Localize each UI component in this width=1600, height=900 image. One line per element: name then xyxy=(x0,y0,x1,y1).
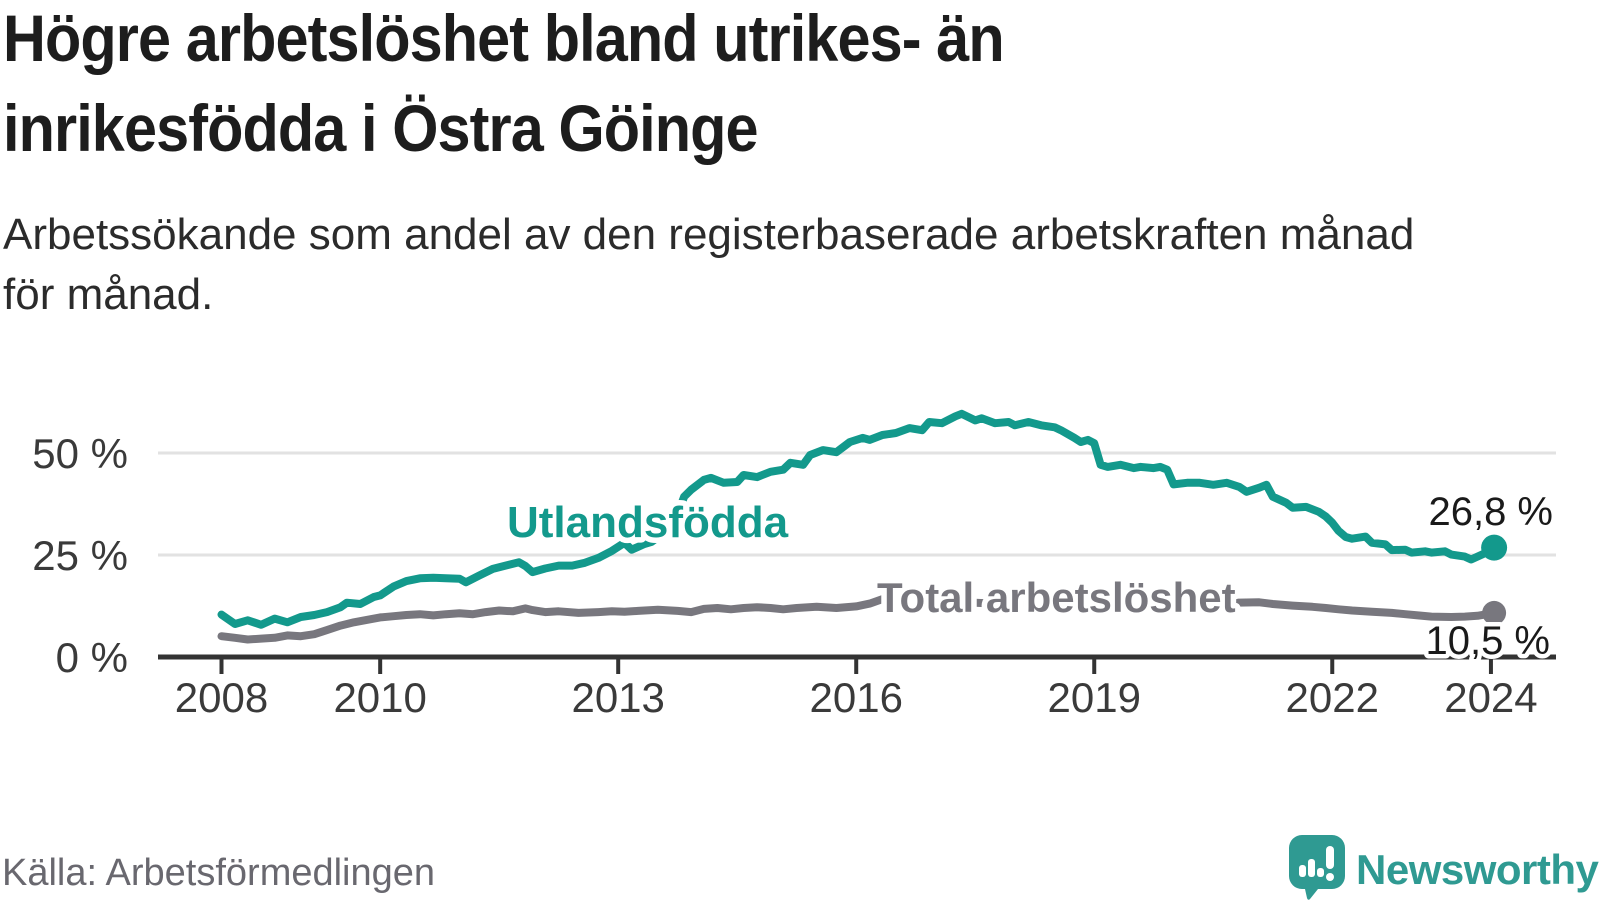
x-tick-label-2019: 2019 xyxy=(1048,674,1141,721)
x-tick-label-2024: 2024 xyxy=(1444,674,1537,721)
series-label-total-arbetsloshet: Total arbetslöshet xyxy=(877,574,1236,621)
x-tick-label-2022: 2022 xyxy=(1286,674,1379,721)
y-tick-label-25: 25 % xyxy=(32,532,128,579)
x-tick-label-2008: 2008 xyxy=(175,674,268,721)
brand-logo: Newsworthy xyxy=(1288,834,1600,900)
series-end-dot-total-arbetsloshet xyxy=(1482,600,1507,625)
page-title: Högre arbetslöshet bland utrikes- än inr… xyxy=(3,0,1005,173)
series-end-value-total-arbetsloshet: 10,5 % xyxy=(1425,619,1550,663)
series-line-total-arbetsloshet xyxy=(217,595,1499,644)
title-line-2: inrikesfödda i Östra Göinge xyxy=(3,91,759,165)
series-label-utlandsfodda: Utlandsfödda xyxy=(507,498,789,547)
title-line-1: Högre arbetslöshet bland utrikes- än xyxy=(3,1,1005,75)
x-tick-label-2016: 2016 xyxy=(810,674,903,721)
y-tick-label-0: 0 % xyxy=(56,634,128,681)
source-note: Källa: Arbetsförmedlingen xyxy=(2,852,436,894)
x-tick-label-2010: 2010 xyxy=(333,674,426,721)
series-end-value-utlandsfodda: 26,8 % xyxy=(1428,490,1553,534)
newsworthy-logo-icon xyxy=(1289,835,1345,900)
chart-subtitle: Arbetssökande som andel av den registerb… xyxy=(3,205,1414,325)
brand-name: Newsworthy xyxy=(1356,846,1599,893)
subtitle-line-2: för månad. xyxy=(3,270,214,319)
series-end-dot-utlandsfodda xyxy=(1481,534,1508,561)
x-tick-label-2013: 2013 xyxy=(571,674,664,721)
y-tick-label-50: 50 % xyxy=(32,430,128,477)
subtitle-line-1: Arbetssökande som andel av den registerb… xyxy=(3,210,1415,259)
series-line-utlandsfodda xyxy=(217,409,1499,629)
